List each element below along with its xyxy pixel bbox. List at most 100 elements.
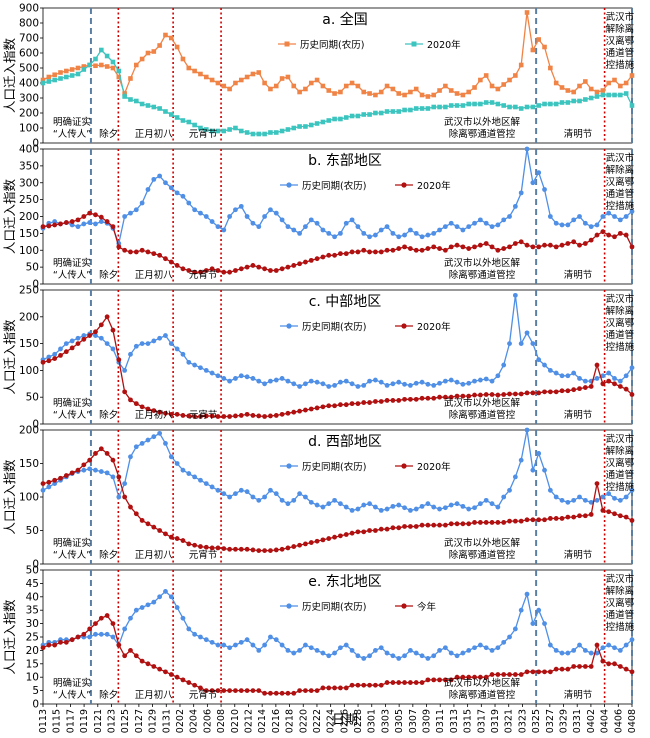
annotation-eve: 除夕 (99, 549, 118, 561)
data-point (46, 74, 52, 80)
data-point (518, 518, 524, 524)
data-point (431, 677, 437, 683)
data-point (582, 664, 588, 669)
data-point (186, 200, 192, 206)
data-point (378, 399, 384, 404)
data-point (209, 413, 215, 419)
data-point (431, 104, 437, 110)
data-point (501, 82, 507, 87)
x-tick-label: 0222 (312, 709, 323, 733)
data-point (145, 341, 151, 346)
data-point (145, 521, 151, 527)
data-point (518, 239, 524, 245)
data-point (577, 83, 582, 89)
data-point (75, 634, 81, 640)
data-point (227, 127, 232, 132)
data-point (268, 378, 273, 384)
data-point (542, 101, 547, 107)
y-tick-label: 500 (19, 63, 39, 75)
data-point (547, 242, 553, 248)
data-point (361, 247, 367, 253)
data-point (326, 384, 332, 389)
data-point (373, 377, 378, 383)
data-point (512, 672, 518, 677)
data-point (588, 499, 594, 505)
data-point (133, 207, 139, 213)
data-point (308, 217, 314, 223)
data-point (547, 389, 553, 395)
data-point (233, 546, 238, 552)
data-point (396, 502, 402, 508)
data-point (151, 49, 157, 54)
x-tick-label: 0212 (243, 709, 254, 733)
data-point (402, 396, 407, 402)
data-point (617, 384, 623, 389)
plot-frame (42, 148, 633, 285)
data-point (413, 247, 419, 253)
data-point (186, 541, 192, 547)
y-tick-label: 300 (19, 177, 39, 189)
data-point (221, 688, 227, 693)
data-point (343, 220, 349, 226)
data-point (186, 119, 192, 125)
data-point (419, 234, 425, 240)
annotation-wuhan-lift: 武汉市 (606, 152, 635, 164)
x-tick-label: 0115 (52, 709, 63, 733)
data-point (256, 648, 262, 653)
data-point (629, 487, 635, 493)
data-point (52, 356, 58, 362)
data-point (367, 234, 372, 240)
data-point (478, 77, 483, 83)
y-tick-label: 350 (19, 160, 39, 172)
data-point (326, 252, 332, 258)
data-point (349, 249, 355, 255)
y-tick-label: 25 (26, 632, 39, 644)
data-point (168, 454, 174, 460)
data-point (553, 666, 559, 672)
data-point (565, 650, 571, 656)
data-point (507, 391, 512, 397)
data-point (612, 645, 617, 651)
data-point (308, 406, 314, 412)
data-point (203, 481, 209, 486)
data-point (273, 210, 279, 216)
annotation-lantern: 元宵节 (189, 689, 218, 701)
annotation-wuhan-lift: 控措施 (606, 59, 635, 71)
data-point (303, 494, 308, 500)
data-point (145, 50, 151, 56)
data-point (606, 92, 611, 98)
annotation-wuhan-out: 武汉市以外地区解 (444, 677, 521, 689)
data-point (559, 85, 565, 90)
data-point (99, 62, 104, 68)
data-point (250, 220, 256, 226)
data-point (442, 378, 448, 384)
data-point (472, 520, 477, 525)
data-point (617, 378, 623, 384)
data-point (122, 214, 128, 219)
data-point (571, 648, 577, 653)
data-point (215, 268, 221, 273)
data-point (104, 314, 110, 320)
x-tick-label: 0204 (189, 709, 200, 733)
data-point (600, 645, 606, 651)
data-point (122, 368, 128, 373)
data-point (629, 669, 635, 675)
annotation-confirm: “人传人” (53, 689, 91, 701)
data-point (571, 239, 577, 245)
data-point (81, 333, 87, 338)
data-point (425, 501, 431, 507)
data-point (582, 497, 588, 503)
data-point (501, 520, 507, 525)
data-point (75, 65, 81, 71)
data-point (419, 522, 425, 528)
data-point (489, 100, 495, 105)
data-point (75, 341, 81, 346)
data-point (623, 214, 629, 219)
data-point (559, 222, 565, 228)
data-point (238, 688, 244, 693)
data-point (542, 669, 547, 675)
data-point (326, 501, 332, 507)
data-point (326, 230, 332, 236)
data-point (128, 97, 133, 102)
data-point (407, 227, 413, 233)
